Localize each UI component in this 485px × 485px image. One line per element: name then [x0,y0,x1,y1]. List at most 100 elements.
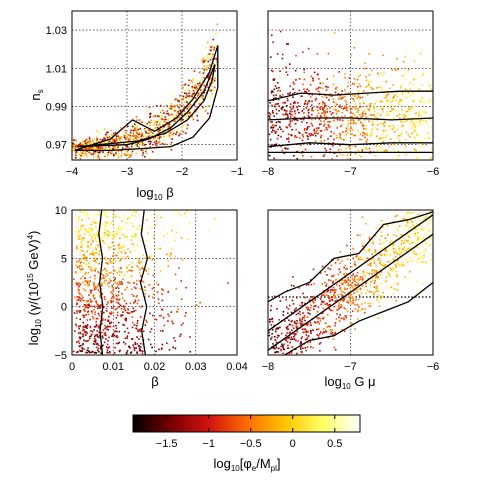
data-point [384,97,386,99]
data-point [144,245,147,248]
data-point [162,142,164,145]
data-point [107,263,109,265]
data-point [106,216,108,219]
data-point [126,311,128,314]
data-point [359,256,362,258]
data-point [200,79,202,81]
data-point [212,80,215,82]
data-point [175,287,178,290]
data-point [366,138,369,141]
data-point [76,296,79,298]
data-point [389,98,392,100]
data-point [366,85,369,88]
data-point [102,239,104,242]
data-point [163,235,165,237]
data-point [271,104,273,107]
contour-outer [74,45,219,152]
data-point [81,350,84,352]
data-point [84,304,87,307]
data-point [426,104,428,106]
data-point [112,135,114,137]
data-point [359,106,361,109]
data-point [310,155,313,158]
data-point [345,147,348,150]
x-tick-label: −6 [427,166,440,178]
data-point [351,296,354,299]
data-point [339,119,341,121]
data-point [125,138,127,140]
data-point [395,284,397,287]
data-point [365,282,367,284]
data-point [155,121,157,124]
data-point [199,301,201,304]
data-point [332,108,335,110]
data-point [377,75,380,77]
data-point [101,335,104,337]
data-point [182,259,184,261]
data-point [160,120,163,123]
data-point [81,250,84,252]
data-point [101,147,104,149]
data-point [335,134,338,137]
data-point [154,138,156,141]
data-point [89,335,92,338]
data-point [363,274,366,277]
data-point [118,341,121,344]
data-point [88,227,91,230]
data-point [412,241,415,244]
tick-labels: −8 −7 −6 [262,166,440,178]
data-point [401,93,404,96]
data-point [100,288,103,290]
data-point [283,114,285,116]
data-point [385,149,387,152]
data-point [163,135,165,138]
data-point [134,343,137,346]
data-point [152,115,155,118]
data-point [135,119,138,122]
data-point [110,222,112,225]
data-point [424,217,427,220]
data-point [409,95,412,98]
data-point [200,59,203,61]
data-point [149,122,152,124]
data-point [408,114,411,117]
data-point [114,216,117,219]
data-point [410,260,413,262]
data-point [102,329,105,331]
data-point [114,269,116,272]
data-point [357,109,360,112]
data-point [91,252,93,255]
data-point [426,95,428,98]
data-point [339,299,342,302]
data-point [119,245,122,248]
data-point [92,294,95,297]
data-point [310,283,313,286]
data-point [179,84,182,87]
data-point [301,328,304,331]
data-point [368,236,371,239]
data-point [268,115,271,118]
data-point [107,244,110,247]
data-point [375,227,377,230]
data-point [107,325,109,328]
data-point [430,87,433,90]
data-point [113,270,115,273]
data-point [103,341,106,344]
data-point [89,232,92,235]
data-point [351,310,354,312]
data-point [99,212,102,214]
data-point [113,145,116,148]
data-point [85,305,88,308]
data-point [296,119,299,122]
data-point [138,224,141,227]
data-point [404,88,407,91]
data-point [107,234,109,236]
data-point [323,154,326,156]
data-point [185,92,188,95]
data-point [129,250,132,253]
data-point [97,325,100,328]
data-point [398,246,400,248]
data-point [193,78,196,81]
data-point [274,132,277,134]
data-point [286,126,289,129]
